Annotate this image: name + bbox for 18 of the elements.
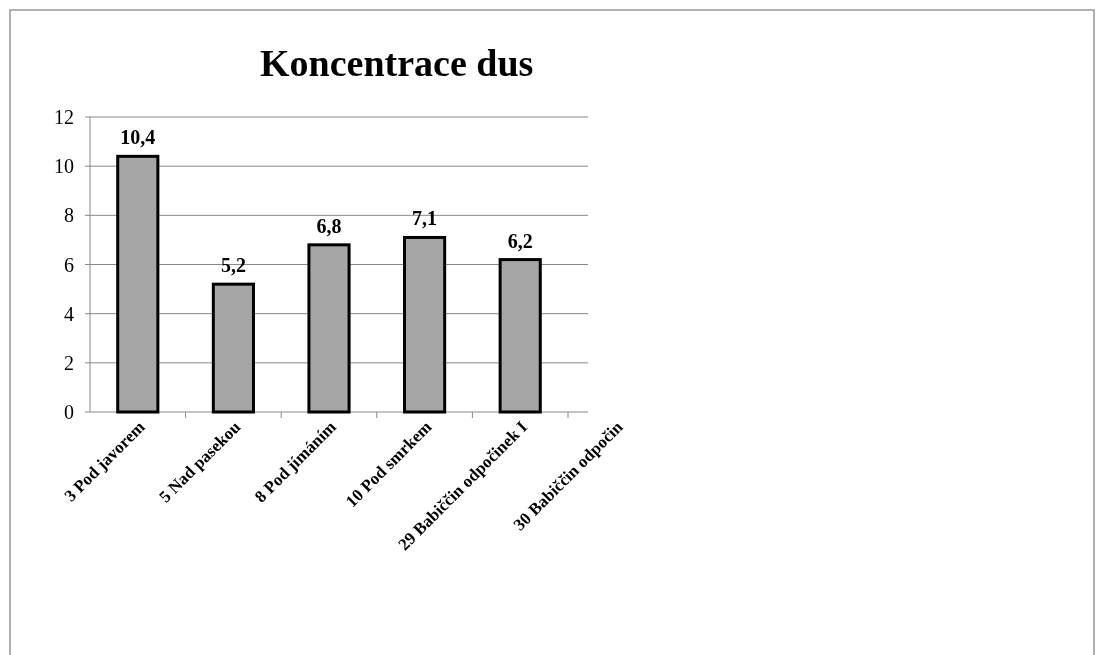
data-label: 10,4: [120, 126, 156, 149]
data-label: 6,8: [316, 214, 342, 237]
y-tick-label: 4: [64, 302, 74, 325]
chart-title: Koncentrace dus: [260, 42, 534, 84]
y-tick-label: 0: [64, 401, 74, 423]
y-tick-label: 12: [54, 106, 74, 128]
bar: [403, 235, 447, 414]
bar: [116, 154, 160, 414]
y-tick-label: 10: [54, 155, 74, 178]
bar: [211, 282, 255, 414]
bar: [498, 258, 542, 414]
y-tick-label: 8: [64, 204, 74, 227]
bar: [307, 243, 351, 414]
y-tick-label: 6: [64, 253, 74, 276]
data-label: 6,2: [507, 229, 533, 252]
data-label: 5,2: [220, 254, 246, 277]
y-tick-label: 2: [64, 351, 74, 374]
data-label: 7,1: [412, 207, 438, 230]
